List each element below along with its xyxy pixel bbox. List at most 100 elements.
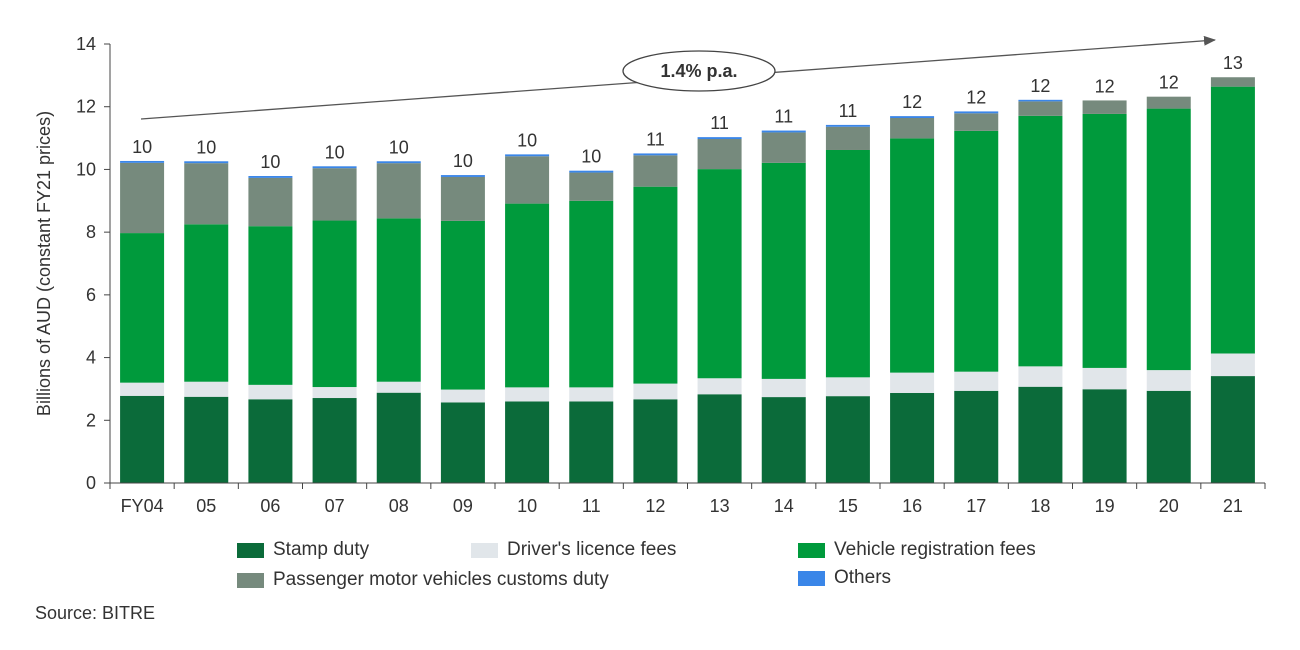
bar-others-06 — [248, 176, 293, 178]
bar-vehicle-registration-fees-14 — [761, 162, 806, 379]
y-tick-label-0: 0 — [86, 473, 96, 493]
bar-passenger-motor-vehicles-customs-duty-11 — [569, 172, 614, 201]
bar-stamp-duty-15 — [825, 396, 870, 483]
bar-passenger-motor-vehicles-customs-duty-21 — [1210, 77, 1255, 87]
bar-vehicle-registration-fees-20 — [1146, 108, 1191, 371]
bar-others-10 — [505, 154, 550, 157]
trend-annotation-label: 1.4% p.a. — [660, 61, 737, 81]
total-label-09: 10 — [453, 151, 473, 171]
bar-stamp-duty-fy04 — [120, 395, 165, 483]
legend-label-others: Others — [834, 567, 892, 588]
bar-driver-s-licence-fees-15 — [825, 377, 870, 397]
bar-passenger-motor-vehicles-customs-duty-14 — [761, 132, 806, 163]
bar-stamp-duty-08 — [376, 392, 421, 483]
legend-item-others: Others — [798, 567, 891, 589]
bar-stamp-duty-09 — [440, 402, 485, 483]
total-label-11: 10 — [581, 147, 601, 167]
total-label-08: 10 — [389, 137, 409, 157]
y-axis-title: Billions of AUD (constant FY21 prices) — [34, 111, 54, 416]
bar-vehicle-registration-fees-fy04 — [120, 233, 165, 383]
legend-swatch-stamp-duty — [237, 542, 264, 558]
x-tick-label-18: 18 — [1030, 496, 1050, 516]
x-tick-label-10: 10 — [517, 496, 537, 516]
bar-vehicle-registration-fees-17 — [954, 130, 999, 372]
bar-others-fy04 — [120, 160, 165, 163]
bar-passenger-motor-vehicles-customs-duty-18 — [1018, 101, 1063, 116]
bar-stamp-duty-17 — [954, 390, 999, 483]
bar-stamp-duty-05 — [184, 396, 229, 483]
y-tick-label-12: 12 — [76, 97, 96, 117]
x-tick-label-16: 16 — [902, 496, 922, 516]
bar-passenger-motor-vehicles-customs-duty-10 — [505, 156, 550, 204]
bar-driver-s-licence-fees-17 — [954, 371, 999, 391]
legend-item-vehicle-registration-fees: Vehicle registration fees — [798, 539, 1036, 561]
bar-others-15 — [825, 124, 870, 127]
bar-stamp-duty-19 — [1082, 389, 1127, 483]
legend-swatch-vehicle-registration-fees — [798, 542, 825, 558]
bar-driver-s-licence-fees-18 — [1018, 366, 1063, 387]
legend-item-customs-duty: Passenger motor vehicles customs duty — [237, 569, 609, 591]
bar-passenger-motor-vehicles-customs-duty-20 — [1146, 96, 1191, 109]
x-tick-label-12: 12 — [645, 496, 665, 516]
bar-vehicle-registration-fees-11 — [569, 200, 614, 388]
bar-vehicle-registration-fees-12 — [633, 186, 678, 384]
bar-passenger-motor-vehicles-customs-duty-08 — [376, 163, 421, 219]
bar-vehicle-registration-fees-05 — [184, 224, 229, 382]
trend-annotation-ellipse — [622, 50, 776, 92]
bar-driver-s-licence-fees-14 — [761, 378, 806, 398]
legend-label-vehicle-registration-fees: Vehicle registration fees — [834, 539, 1036, 560]
bar-vehicle-registration-fees-15 — [825, 149, 870, 378]
x-tick-label-21: 21 — [1223, 496, 1243, 516]
bar-driver-s-licence-fees-13 — [697, 378, 742, 395]
bar-vehicle-registration-fees-06 — [248, 226, 293, 385]
x-tick-label-07: 07 — [325, 496, 345, 516]
legend-swatch-customs-duty — [237, 572, 264, 588]
x-tick-label-14: 14 — [774, 496, 794, 516]
bar-stamp-duty-21 — [1210, 376, 1255, 483]
bar-others-09 — [440, 175, 485, 177]
bar-others-07 — [312, 166, 357, 169]
bar-stamp-duty-16 — [890, 393, 935, 483]
bar-driver-s-licence-fees-19 — [1082, 367, 1127, 390]
y-tick-label-4: 4 — [86, 348, 96, 368]
bar-vehicle-registration-fees-18 — [1018, 115, 1063, 367]
bar-vehicle-registration-fees-09 — [440, 220, 485, 390]
bar-passenger-motor-vehicles-customs-duty-05 — [184, 163, 229, 225]
bar-others-14 — [761, 130, 806, 133]
x-tick-label-09: 09 — [453, 496, 473, 516]
y-tick-label-14: 14 — [76, 34, 96, 54]
legend-label-customs-duty: Passenger motor vehicles customs duty — [273, 569, 609, 590]
y-tick-label-6: 6 — [86, 285, 96, 305]
total-label-12: 11 — [646, 129, 665, 149]
legend-swatch-drivers-licence-fees — [471, 542, 498, 558]
bar-driver-s-licence-fees-fy04 — [120, 382, 165, 396]
x-tick-label-20: 20 — [1159, 496, 1179, 516]
bar-stamp-duty-07 — [312, 398, 357, 483]
total-label-13: 11 — [710, 113, 729, 133]
total-label-18: 12 — [1030, 76, 1050, 96]
bar-stamp-duty-06 — [248, 399, 293, 483]
bar-passenger-motor-vehicles-customs-duty-06 — [248, 177, 293, 227]
bar-others-13 — [697, 137, 742, 140]
bar-passenger-motor-vehicles-customs-duty-19 — [1082, 100, 1127, 114]
bar-others-05 — [184, 161, 229, 164]
bar-vehicle-registration-fees-10 — [505, 203, 550, 388]
x-tick-label-13: 13 — [710, 496, 730, 516]
bar-vehicle-registration-fees-08 — [376, 218, 421, 382]
bar-stamp-duty-20 — [1146, 390, 1191, 483]
bar-passenger-motor-vehicles-customs-duty-15 — [825, 126, 870, 150]
bar-driver-s-licence-fees-11 — [569, 387, 614, 402]
bar-vehicle-registration-fees-21 — [1210, 86, 1255, 354]
total-label-20: 12 — [1159, 73, 1179, 93]
bar-passenger-motor-vehicles-customs-duty-16 — [890, 118, 935, 139]
total-label-10: 10 — [517, 130, 537, 150]
bar-passenger-motor-vehicles-customs-duty-09 — [440, 176, 485, 221]
total-label-06: 10 — [260, 152, 280, 172]
x-tick-label-15: 15 — [838, 496, 858, 516]
bar-driver-s-licence-fees-21 — [1210, 353, 1255, 377]
bar-driver-s-licence-fees-10 — [505, 387, 550, 402]
total-label-14: 11 — [774, 107, 793, 127]
x-tick-label-06: 06 — [260, 496, 280, 516]
